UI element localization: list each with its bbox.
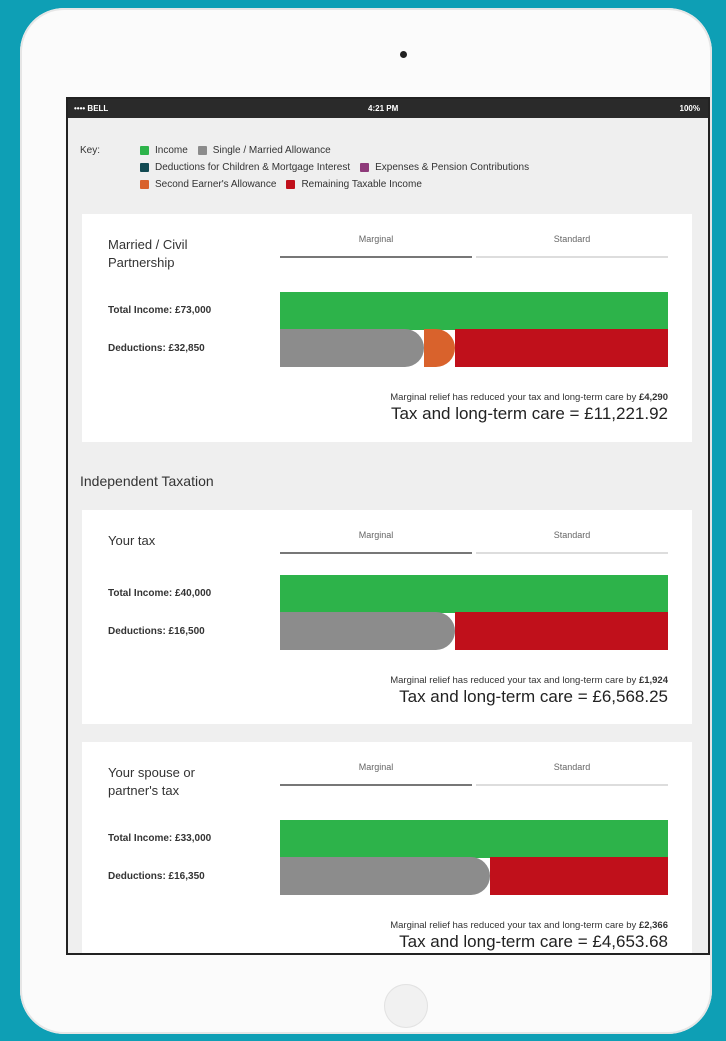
income-bar <box>280 575 668 613</box>
key-swatch <box>360 163 370 172</box>
key-item: Deductions for Children & Mortgage Inter… <box>140 159 350 176</box>
total-income: Total Income: £73,000 <box>108 305 212 316</box>
key-swatch <box>197 146 207 155</box>
battery: 100% <box>679 104 700 113</box>
income-bar <box>280 820 668 858</box>
key-item: Income <box>140 142 188 159</box>
bar-segment <box>280 329 424 367</box>
status-bar: •••• BELL 4:21 PM 100% <box>68 99 708 118</box>
income-bar <box>280 292 668 330</box>
relief-note: Marginal relief has reduced your tax and… <box>390 920 668 931</box>
key-item: Expenses & Pension Contributions <box>360 159 529 176</box>
bar-segment <box>489 857 668 895</box>
section-heading: Independent Taxation <box>80 473 214 489</box>
bar-segment <box>454 612 668 650</box>
tab[interactable]: Standard <box>476 762 668 786</box>
relief-note: Marginal relief has reduced your tax and… <box>390 675 668 686</box>
result-card: Married / Civil Partnership Marginal Stand… <box>82 214 692 442</box>
result-card: Your tax Marginal Standard Total Income: £4… <box>82 510 692 724</box>
key: Income Single / Married Allowance Deductio… <box>140 142 700 193</box>
relief-text: Marginal relief has reduced your tax and… <box>390 392 637 403</box>
relief-text: Marginal relief has reduced your tax and… <box>390 920 637 931</box>
key-text: Second Earner's Allowance <box>155 179 277 190</box>
key-item: Single / Married Allowance <box>197 142 331 159</box>
key-swatch <box>140 180 149 189</box>
tax-total: Tax and long-term care = £6,568.25 <box>399 687 668 706</box>
relief-amount: £4,290 <box>638 392 668 403</box>
key-swatch <box>140 146 149 155</box>
key-item: Remaining Taxable Income <box>286 176 422 193</box>
relief-amount: £1,924 <box>638 675 668 686</box>
tab[interactable]: Marginal <box>280 530 472 554</box>
card-title: Your tax <box>108 533 156 548</box>
screen: •••• BELL 4:21 PM 100% Key: Income Single… <box>66 97 710 955</box>
bar-segment <box>280 612 455 650</box>
tab[interactable]: Marginal <box>280 762 472 786</box>
relief-amount: £2,366 <box>638 920 668 931</box>
bar-segment <box>423 329 455 367</box>
total-income: Total Income: £33,000 <box>108 833 212 844</box>
key-swatch <box>140 163 149 172</box>
bar-segment <box>454 329 668 367</box>
key-text: Deductions for Children & Mortgage Inter… <box>155 162 351 173</box>
key-text: Expenses & Pension Contributions <box>375 162 530 173</box>
time: 4:21 PM <box>368 104 399 113</box>
key-row: Deductions for Children & Mortgage Inter… <box>140 159 700 176</box>
key-row: Second Earner's Allowance Remaining Taxab… <box>140 176 700 193</box>
relief-text: Marginal relief has reduced your tax and… <box>390 675 637 686</box>
deductions-bar <box>280 329 668 367</box>
deductions: Deductions: £16,500 <box>108 626 205 637</box>
key-text: Single / Married Allowance <box>212 145 331 156</box>
tab[interactable]: Standard <box>476 530 668 554</box>
camera <box>400 51 407 58</box>
card-title: Married / Civil Partnership <box>108 237 188 270</box>
key-text: Income <box>155 145 188 156</box>
key-swatch <box>286 180 296 189</box>
carrier: •••• BELL <box>74 104 109 113</box>
key-label: Key: <box>80 145 101 156</box>
tab[interactable]: Marginal <box>280 234 472 258</box>
relief-note: Marginal relief has reduced your tax and… <box>390 392 668 403</box>
deductions: Deductions: £16,350 <box>108 871 205 882</box>
home-button[interactable] <box>384 984 428 1028</box>
tab[interactable]: Standard <box>476 234 668 258</box>
key-item: Second Earner's Allowance <box>140 176 276 193</box>
total-income: Total Income: £40,000 <box>108 588 212 599</box>
deductions: Deductions: £32,850 <box>108 343 205 354</box>
deductions-bar <box>280 857 668 895</box>
bar-segment <box>280 857 490 895</box>
tax-total: Tax and long-term care = £11,221.92 <box>390 404 668 423</box>
key-text: Remaining Taxable Income <box>301 179 422 190</box>
tax-total: Tax and long-term care = £4,653.68 <box>399 932 668 951</box>
deductions-bar <box>280 612 668 650</box>
card-title: Your spouse or partner's tax <box>108 765 195 798</box>
key-row: Income Single / Married Allowance <box>140 142 700 159</box>
result-card: Your spouse or partner's tax Marginal Stan… <box>82 742 692 953</box>
